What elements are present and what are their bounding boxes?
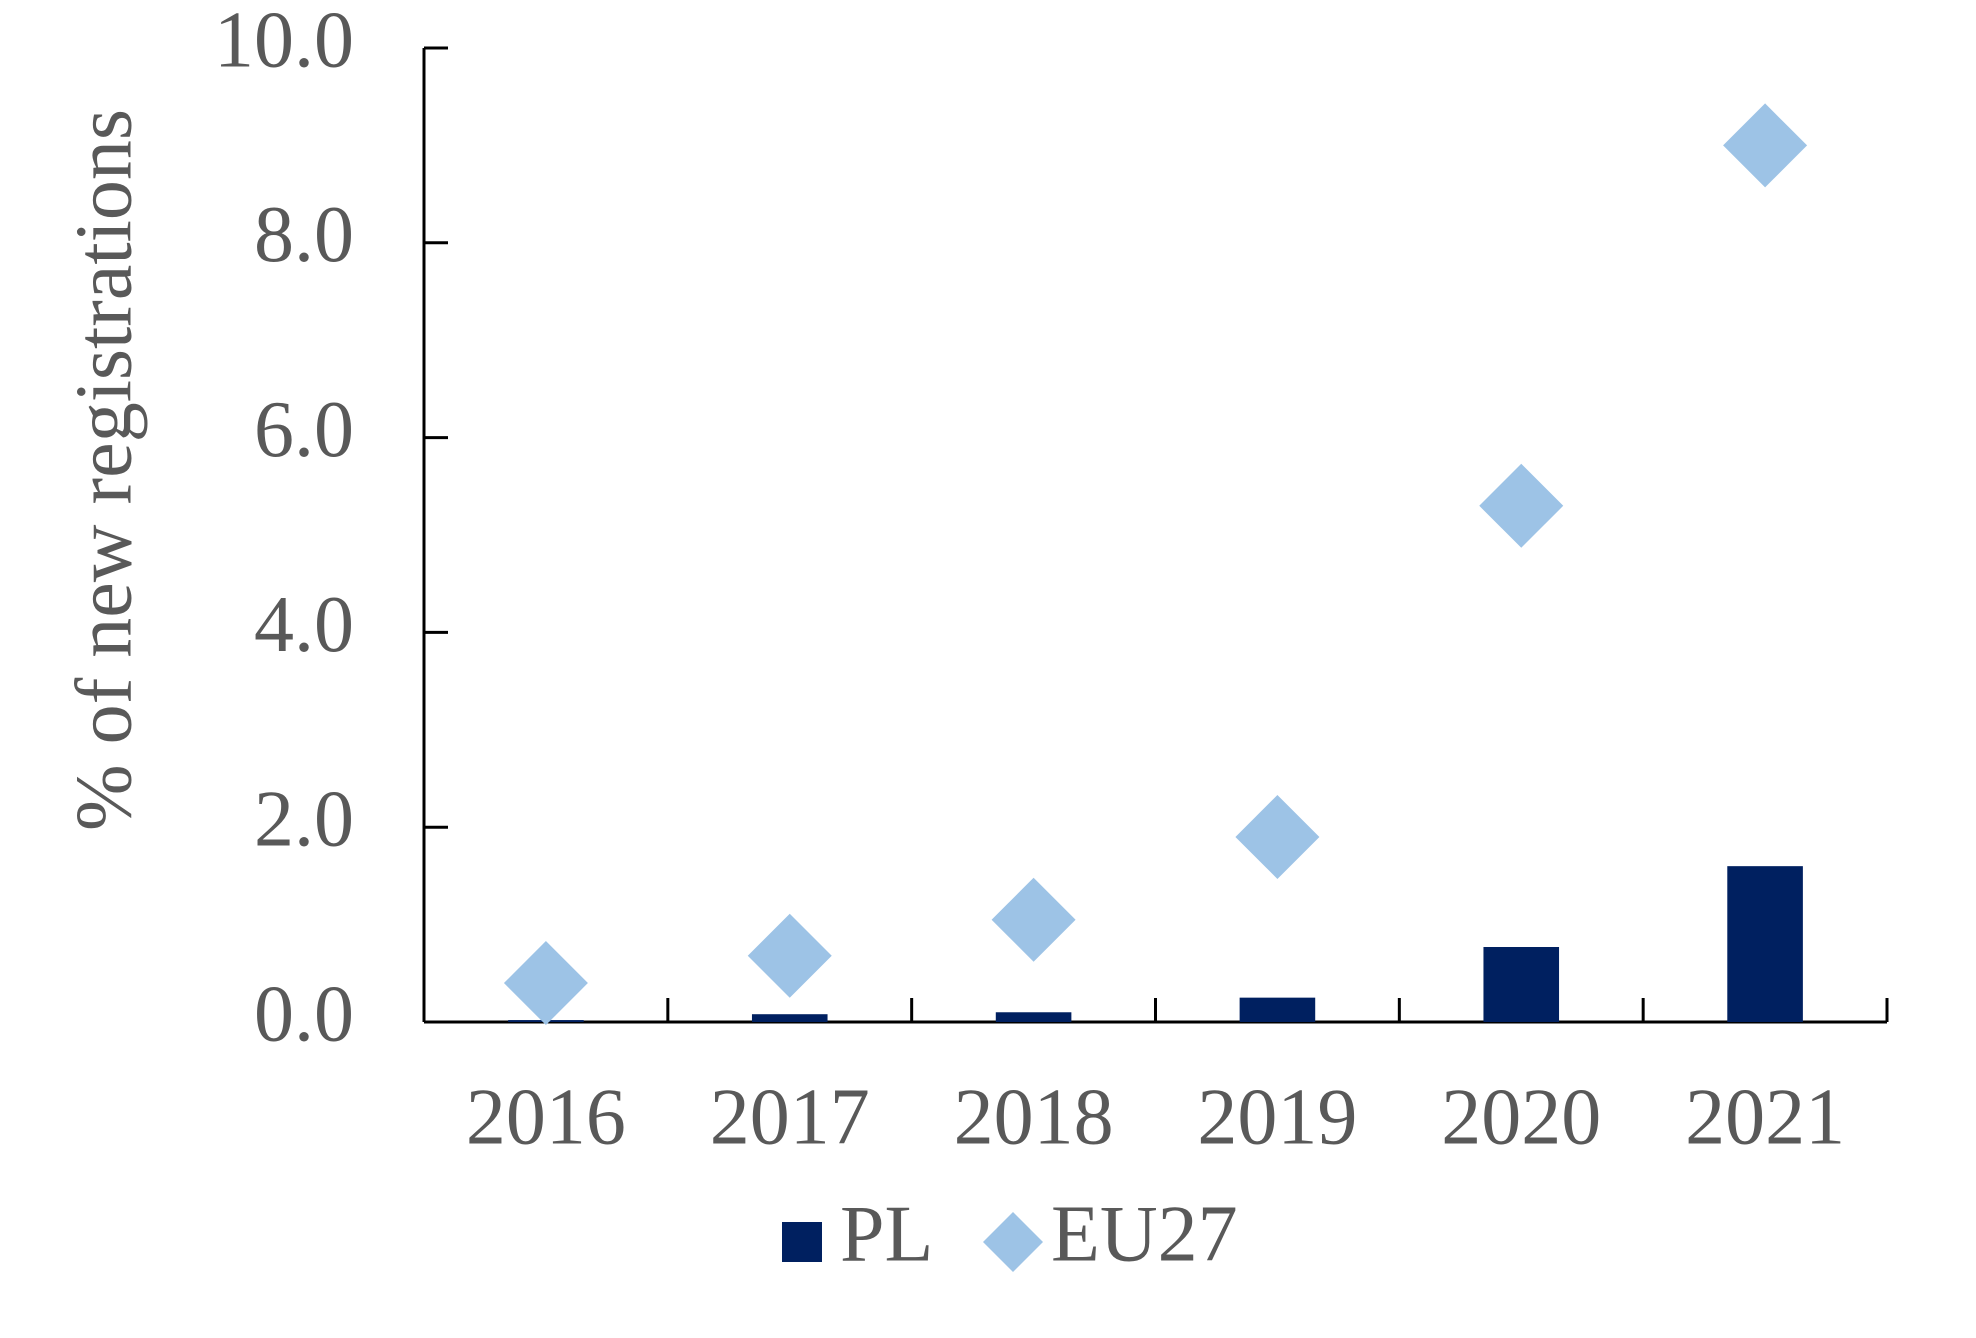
marker [991,877,1076,962]
x-tick-label: 2021 [1685,1073,1845,1161]
legend-swatch [782,1222,822,1262]
x-tick-label: 2017 [710,1073,870,1161]
marker [747,913,832,998]
y-tick-label: 0.0 [254,970,354,1058]
legend-label: EU27 [1051,1190,1238,1278]
y-tick-label: 4.0 [254,581,354,669]
bar [1727,866,1803,1022]
bar [1483,947,1560,1022]
y-tick-label: 2.0 [254,776,354,864]
x-tick-label: 2019 [1197,1073,1357,1161]
bar [995,1012,1072,1022]
x-tick-label: 2018 [954,1073,1114,1161]
legend-label: PL [840,1190,933,1278]
bar [751,1014,828,1022]
marker [1479,463,1564,548]
marker [1235,794,1320,879]
bar [1239,997,1316,1022]
legend-swatch [983,1212,1043,1272]
y-axis-title: % of new registrations [60,109,148,831]
y-tick-label: 10.0 [214,0,354,84]
x-tick-label: 2020 [1441,1073,1601,1161]
marker [1723,103,1808,188]
x-tick-label: 2016 [466,1073,626,1161]
y-tick-label: 6.0 [254,386,354,474]
marker [503,941,588,1026]
y-tick-label: 8.0 [254,191,354,279]
